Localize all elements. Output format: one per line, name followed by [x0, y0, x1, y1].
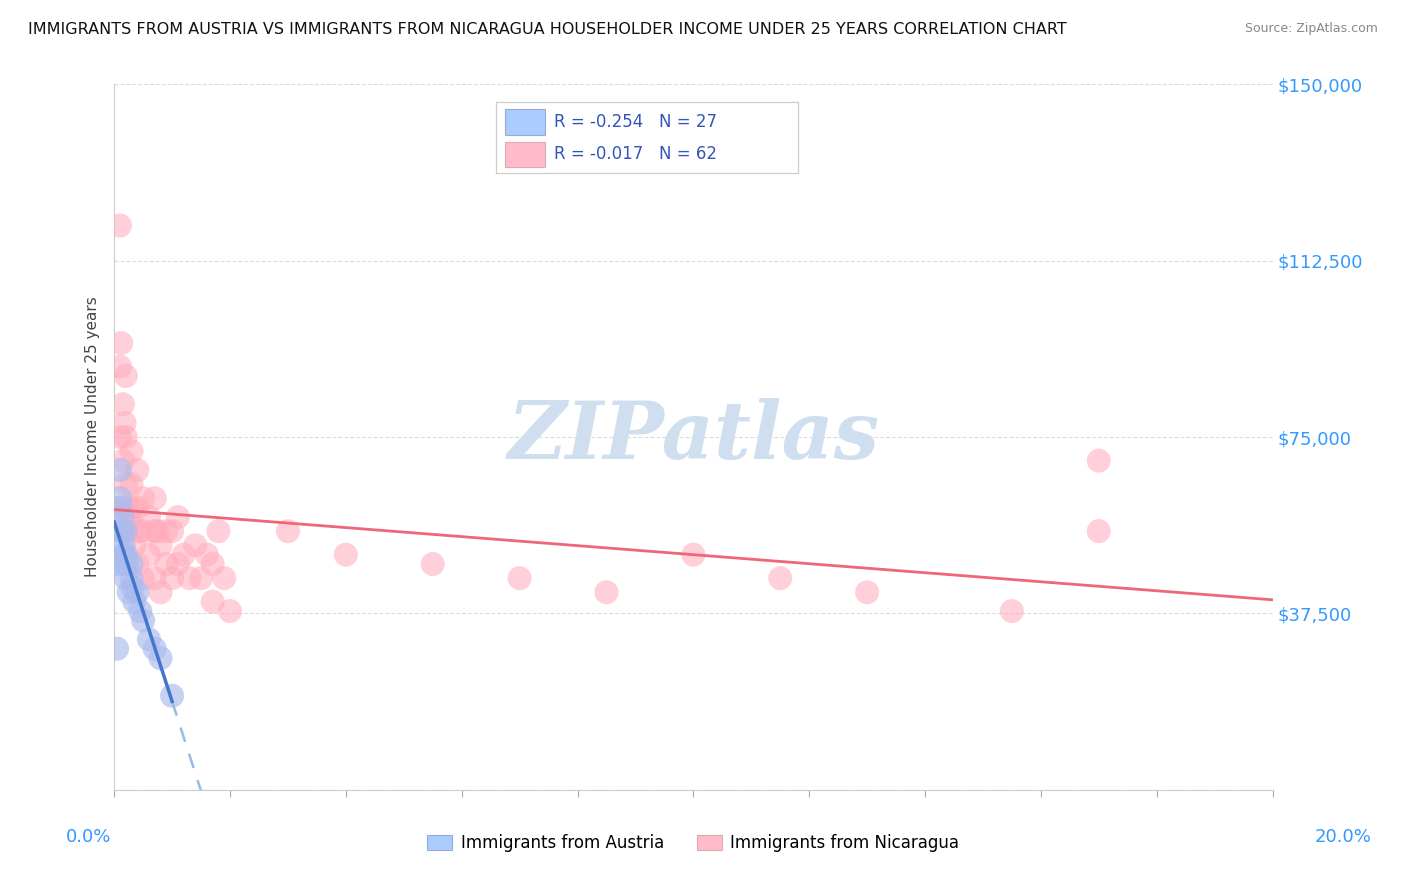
Point — [595, 585, 617, 599]
Point — [129, 604, 152, 618]
Point — [149, 651, 172, 665]
Text: IMMIGRANTS FROM AUSTRIA VS IMMIGRANTS FROM NICARAGUA HOUSEHOLDER INCOME UNDER 25: IMMIGRANTS FROM AUSTRIA VS IMMIGRANTS FR… — [28, 22, 1067, 37]
Point — [108, 219, 131, 233]
Point — [160, 571, 183, 585]
Point — [121, 500, 143, 515]
Point — [201, 557, 224, 571]
Point — [127, 463, 149, 477]
Point — [111, 510, 134, 524]
Point — [201, 595, 224, 609]
Y-axis label: Householder Income Under 25 years: Householder Income Under 25 years — [86, 297, 100, 577]
Text: ZIPatlas: ZIPatlas — [508, 399, 879, 475]
Point — [121, 444, 143, 458]
Point — [108, 359, 131, 374]
Point — [105, 641, 128, 656]
Point — [114, 430, 136, 444]
Point — [111, 548, 134, 562]
Point — [155, 557, 177, 571]
Point — [111, 524, 134, 538]
Point — [108, 430, 131, 444]
Point — [114, 369, 136, 384]
Point — [114, 571, 136, 585]
Point — [111, 453, 134, 467]
Point — [105, 500, 128, 515]
Point — [114, 524, 136, 538]
Point — [856, 585, 879, 599]
Point — [110, 500, 132, 515]
Point — [108, 463, 131, 477]
Point — [114, 548, 136, 562]
Point — [1087, 453, 1109, 467]
Point — [167, 557, 190, 571]
Text: Source: ZipAtlas.com: Source: ZipAtlas.com — [1244, 22, 1378, 36]
Point — [195, 548, 218, 562]
Point — [132, 524, 155, 538]
Point — [179, 571, 201, 585]
Point — [110, 336, 132, 351]
Point — [143, 571, 166, 585]
Point — [149, 585, 172, 599]
Point — [219, 604, 242, 618]
Point — [127, 557, 149, 571]
Point — [143, 524, 166, 538]
Point — [121, 524, 143, 538]
Point — [138, 632, 160, 647]
Point — [509, 571, 531, 585]
Point — [769, 571, 792, 585]
Point — [184, 538, 207, 552]
Point — [118, 585, 141, 599]
Point — [160, 689, 183, 703]
Point — [121, 571, 143, 585]
Point — [111, 397, 134, 411]
Point — [143, 641, 166, 656]
Point — [132, 571, 155, 585]
Point — [124, 595, 146, 609]
Point — [121, 557, 143, 571]
Point — [422, 557, 444, 571]
Legend: Immigrants from Austria, Immigrants from Nicaragua: Immigrants from Austria, Immigrants from… — [420, 828, 966, 859]
Point — [111, 524, 134, 538]
Text: 20.0%: 20.0% — [1315, 828, 1371, 846]
Point — [127, 500, 149, 515]
Point — [335, 548, 357, 562]
Point — [132, 491, 155, 506]
Point — [143, 491, 166, 506]
Point — [114, 557, 136, 571]
Point — [1001, 604, 1024, 618]
Point — [114, 416, 136, 430]
Point — [115, 500, 138, 515]
Point — [212, 571, 235, 585]
Point — [1087, 524, 1109, 538]
Point — [112, 538, 135, 552]
Point — [138, 548, 160, 562]
Point — [129, 524, 152, 538]
Point — [124, 538, 146, 552]
Point — [108, 557, 131, 571]
Point — [277, 524, 299, 538]
Point — [108, 524, 131, 538]
Point — [155, 524, 177, 538]
Point — [127, 585, 149, 599]
Point — [114, 477, 136, 491]
Point — [118, 510, 141, 524]
Point — [146, 524, 169, 538]
Point — [132, 614, 155, 628]
Point — [149, 538, 172, 552]
Point — [138, 510, 160, 524]
Point — [121, 477, 143, 491]
Point — [167, 510, 190, 524]
Text: 0.0%: 0.0% — [66, 828, 111, 846]
Point — [190, 571, 212, 585]
Point — [115, 557, 138, 571]
Point — [108, 491, 131, 506]
Point — [173, 548, 195, 562]
Point — [114, 548, 136, 562]
Point — [207, 524, 229, 538]
Point — [160, 524, 183, 538]
Point — [682, 548, 704, 562]
Point — [121, 581, 143, 595]
